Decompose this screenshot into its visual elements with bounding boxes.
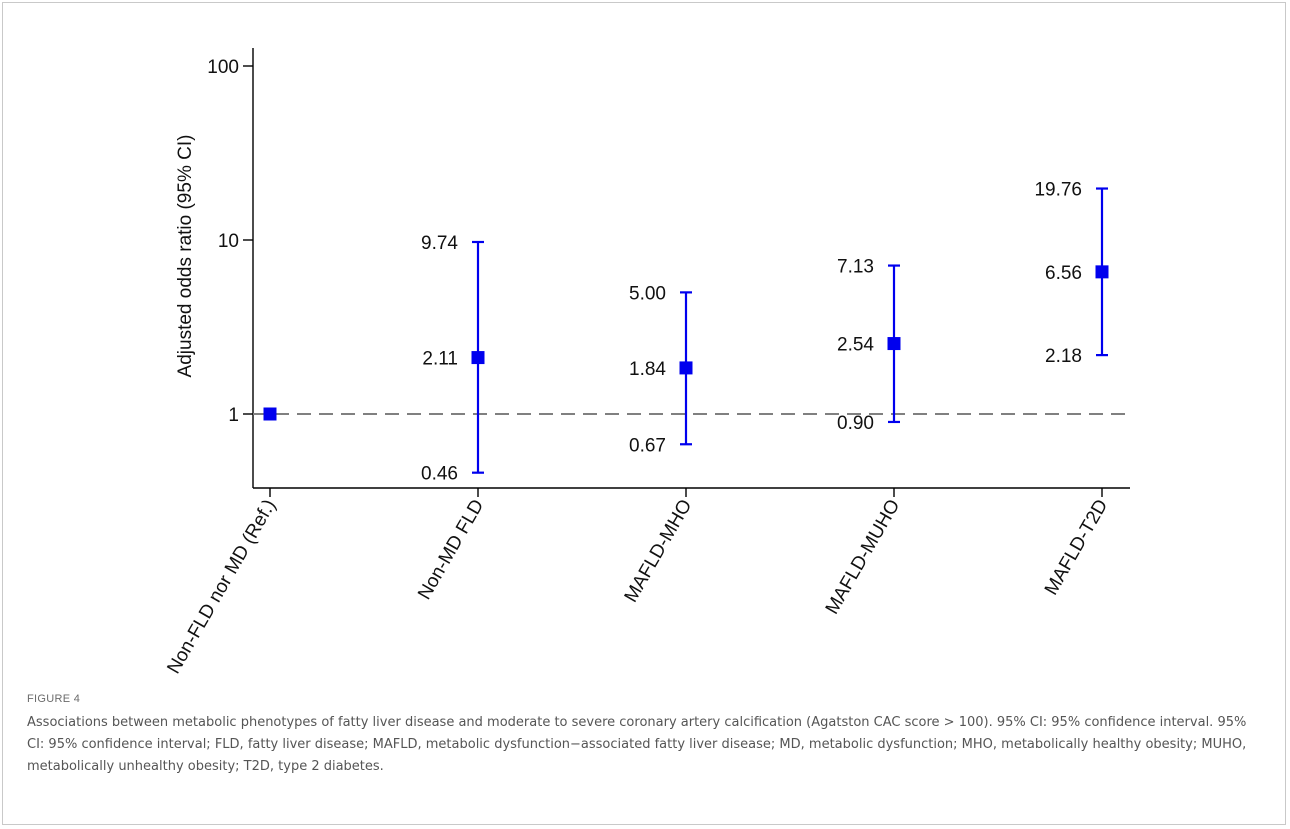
x-tick-label: MAFLD-T2D (1041, 496, 1112, 599)
chart-marks: 9.74 2.11 0.46 5.00 1.84 0.67 7.13 2.54 0.90 19.7… (263, 180, 1109, 485)
lower-ci-label: 0.67 (629, 435, 666, 456)
estimate-label: 1.84 (629, 359, 666, 380)
x-tick-label: Non-FLD nor MD (Ref.) (163, 496, 280, 677)
y-tick-label: 100 (207, 57, 239, 78)
odds-ratio-chart: 1 10 100 Non-FLD nor MD (Ref.) Non-MD FLD MAF… (163, 48, 1130, 677)
lower-ci-label: 0.46 (421, 464, 458, 485)
figure-caption: Associations between metabolic phenotype… (27, 715, 1247, 774)
y-tick-label: 1 (228, 405, 239, 426)
ci-group: 7.13 2.54 0.90 (837, 257, 901, 434)
estimate-marker (887, 337, 901, 351)
upper-ci-label: 19.76 (1034, 180, 1082, 201)
estimate-marker (1095, 265, 1109, 279)
upper-ci-label: 5.00 (629, 283, 666, 304)
x-tick-label: MAFLD-MHO (621, 496, 697, 606)
estimate-label: 2.54 (837, 335, 874, 356)
ci-group: 19.76 6.56 2.18 (1034, 180, 1109, 367)
upper-ci-label: 9.74 (421, 233, 458, 254)
lower-ci-label: 0.90 (837, 413, 874, 434)
x-tick-label: Non-MD FLD (414, 496, 488, 603)
figure-label: FIGURE 4 (27, 693, 81, 705)
ci-group (263, 407, 277, 421)
estimate-marker (679, 361, 693, 375)
estimate-marker (263, 407, 277, 421)
estimate-label: 2.11 (422, 349, 458, 370)
ci-group: 5.00 1.84 0.67 (629, 283, 693, 456)
upper-ci-label: 7.13 (837, 257, 874, 278)
lower-ci-label: 2.18 (1045, 346, 1082, 367)
y-tick-label: 10 (218, 231, 239, 252)
y-axis-label: Adjusted odds ratio (95% CI) (175, 135, 196, 378)
ci-group: 9.74 2.11 0.46 (421, 233, 485, 485)
x-tick-label: MAFLD-MUHO (822, 496, 905, 618)
estimate-label: 6.56 (1045, 263, 1082, 284)
estimate-marker (471, 351, 485, 365)
